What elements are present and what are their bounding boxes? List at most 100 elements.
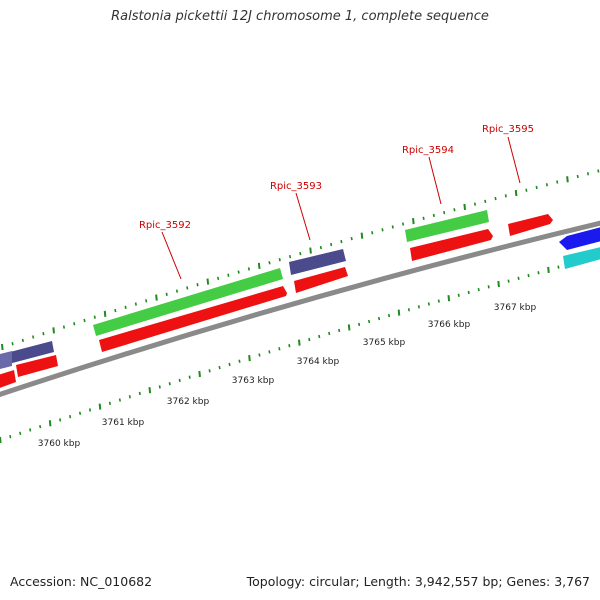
connector-rpic3594 <box>428 156 442 205</box>
upper-tick <box>175 289 179 293</box>
lower-tick <box>59 418 62 422</box>
upper-tick <box>32 335 35 339</box>
upper-tick <box>186 286 189 290</box>
upper-tick <box>566 176 569 183</box>
upper-tick <box>401 222 405 226</box>
feature-red-rpic3592[interactable] <box>99 286 287 352</box>
upper-tick <box>514 189 518 197</box>
upper-tick <box>525 188 528 192</box>
lower-tick <box>537 271 540 275</box>
feature-purple-rpic3593[interactable] <box>289 249 346 275</box>
lower-tick <box>397 309 401 316</box>
upper-tick <box>309 247 312 254</box>
upper-tick <box>319 245 322 250</box>
feature-blue-right[interactable] <box>559 226 600 250</box>
feature-purple-left[interactable] <box>0 341 54 367</box>
lower-tick <box>178 378 181 383</box>
lower-tick <box>258 353 261 357</box>
upper-tick <box>391 225 394 229</box>
feature-red-rpic3593[interactable] <box>294 267 348 293</box>
lower-tick <box>318 334 321 339</box>
lower-tick <box>29 428 32 432</box>
upper-tick-row <box>1 169 600 351</box>
gene-label-rpic3594[interactable]: Rpic_3594 <box>402 145 454 156</box>
upper-tick <box>42 332 45 336</box>
upper-tick <box>237 270 240 274</box>
connector-rpic3593 <box>295 192 311 241</box>
lower-tick <box>347 324 351 331</box>
feature-red-rpic3594[interactable] <box>410 229 493 261</box>
upper-tick <box>340 239 343 244</box>
upper-tick <box>73 322 76 326</box>
upper-tick <box>545 183 549 187</box>
lower-tick <box>557 265 560 269</box>
upper-tick <box>288 254 292 259</box>
lower-tick <box>68 414 72 419</box>
lower-tick <box>0 436 2 444</box>
lower-tick <box>308 337 311 342</box>
feature-red-far-left[interactable] <box>0 370 16 389</box>
feature-cyan-right[interactable] <box>563 246 600 269</box>
upper-tick <box>196 283 199 287</box>
lower-tick <box>387 313 391 318</box>
feature-red-left[interactable] <box>16 355 58 377</box>
connector-rpic3592 <box>161 231 182 280</box>
lower-tick <box>208 369 211 373</box>
feature-red-rpic3595[interactable] <box>508 214 553 236</box>
upper-tick <box>62 325 66 329</box>
gene-label-rpic3592[interactable]: Rpic_3592 <box>139 220 191 231</box>
upper-tick <box>360 232 364 239</box>
lower-tick <box>338 328 341 333</box>
upper-tick <box>586 172 590 176</box>
upper-tick <box>1 343 4 351</box>
lower-tick <box>98 403 102 410</box>
lower-tick <box>9 434 12 439</box>
feature-purple-left-small[interactable] <box>0 351 12 369</box>
lower-tick <box>248 355 251 362</box>
lower-tick <box>298 339 301 346</box>
kbp-label-3765: 3765 kbp <box>363 338 406 348</box>
upper-tick <box>330 242 333 247</box>
lower-tick <box>477 287 480 292</box>
lower-tick <box>138 391 141 396</box>
lower-tick <box>447 295 451 302</box>
kbp-label-3763: 3763 kbp <box>232 376 275 386</box>
lower-tick <box>148 387 152 394</box>
upper-tick <box>134 302 137 306</box>
kbp-label-3767: 3767 kbp <box>494 303 537 313</box>
upper-tick <box>278 258 281 262</box>
lower-tick <box>278 347 281 351</box>
upper-tick <box>206 278 210 285</box>
lower-tick <box>417 305 420 309</box>
upper-tick <box>597 169 600 173</box>
lower-tick <box>268 350 271 354</box>
chromosome-backbone <box>0 220 600 397</box>
upper-tick <box>257 262 261 269</box>
gene-label-rpic3595[interactable]: Rpic_3595 <box>482 124 534 135</box>
upper-tick <box>83 318 86 323</box>
upper-tick <box>299 251 302 256</box>
lower-tick <box>507 279 510 283</box>
lower-tick <box>228 362 231 367</box>
upper-tick <box>21 338 24 343</box>
feature-green-rpic3592[interactable] <box>93 268 283 336</box>
lower-tick <box>39 424 42 429</box>
lower-tick <box>108 401 112 405</box>
upper-tick <box>371 231 374 235</box>
kbp-label-3764: 3764 kbp <box>297 357 340 367</box>
upper-tick <box>268 261 271 265</box>
lower-tick <box>377 316 381 321</box>
upper-tick <box>432 213 435 218</box>
lower-tick <box>527 273 530 278</box>
upper-tick <box>576 174 579 179</box>
upper-tick <box>463 203 467 211</box>
lower-tick <box>88 408 92 412</box>
lower-tick <box>467 290 470 295</box>
lower-tick <box>288 344 291 348</box>
upper-tick <box>350 236 353 241</box>
feature-green-rpic3594[interactable] <box>405 210 489 242</box>
gene-label-rpic3593[interactable]: Rpic_3593 <box>270 181 322 192</box>
upper-tick <box>165 292 168 296</box>
lower-tick <box>158 385 161 389</box>
